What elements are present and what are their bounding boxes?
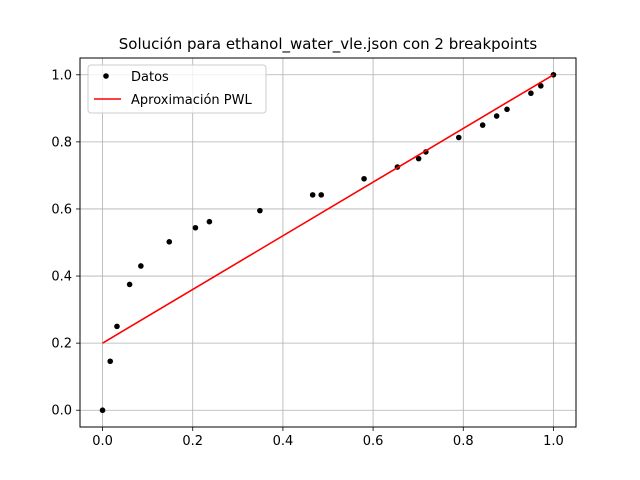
data-point bbox=[538, 83, 544, 89]
legend: Datos Aproximación PWL bbox=[87, 64, 267, 114]
data-point bbox=[192, 224, 199, 231]
x-tick-label: 0.8 bbox=[453, 434, 474, 449]
y-tick-label: 1.0 bbox=[51, 68, 72, 83]
x-tick-label: 0.6 bbox=[363, 434, 384, 449]
plot-frame bbox=[79, 57, 577, 428]
axis-ticks: 0.0 0.2 0.4 0.6 0.8 1.0 0.0 0.2 0.4 0.6 0.8 1.0 bbox=[51, 68, 563, 449]
x-tick-label: 0.2 bbox=[182, 434, 203, 449]
data-point bbox=[107, 358, 114, 365]
x-tick-label: 1.0 bbox=[543, 434, 564, 449]
data-point bbox=[504, 106, 510, 113]
data-point bbox=[528, 90, 534, 97]
data-point bbox=[99, 407, 106, 414]
data-point bbox=[206, 218, 213, 225]
data-point bbox=[126, 281, 133, 288]
legend-marker-datos bbox=[103, 73, 109, 79]
data-point bbox=[309, 192, 316, 198]
pwl-approximation-line bbox=[102, 74, 554, 344]
y-tick-label: 0.4 bbox=[51, 270, 72, 285]
legend-label-pwl: Aproximación PWL bbox=[131, 93, 252, 108]
data-point bbox=[166, 239, 173, 245]
data-point bbox=[114, 323, 120, 330]
y-tick-label: 0.0 bbox=[51, 404, 72, 419]
y-tick-label: 0.6 bbox=[51, 202, 72, 217]
data-point bbox=[455, 134, 462, 141]
data-point bbox=[361, 175, 367, 182]
chart-title: Solución para ethanol_water_vle.json con… bbox=[119, 35, 538, 54]
x-tick-label: 0.0 bbox=[92, 434, 113, 449]
data-point bbox=[138, 263, 144, 269]
data-point bbox=[479, 122, 486, 128]
legend-box bbox=[87, 64, 267, 114]
data-point bbox=[257, 207, 263, 214]
y-tick-label: 0.2 bbox=[51, 337, 72, 352]
data-point bbox=[318, 192, 325, 198]
plot-series bbox=[99, 71, 557, 414]
legend-label-datos: Datos bbox=[131, 70, 169, 85]
data-point bbox=[493, 113, 500, 119]
data-point bbox=[415, 155, 422, 162]
x-tick-label: 0.4 bbox=[273, 434, 294, 449]
y-tick-label: 0.8 bbox=[51, 135, 72, 150]
